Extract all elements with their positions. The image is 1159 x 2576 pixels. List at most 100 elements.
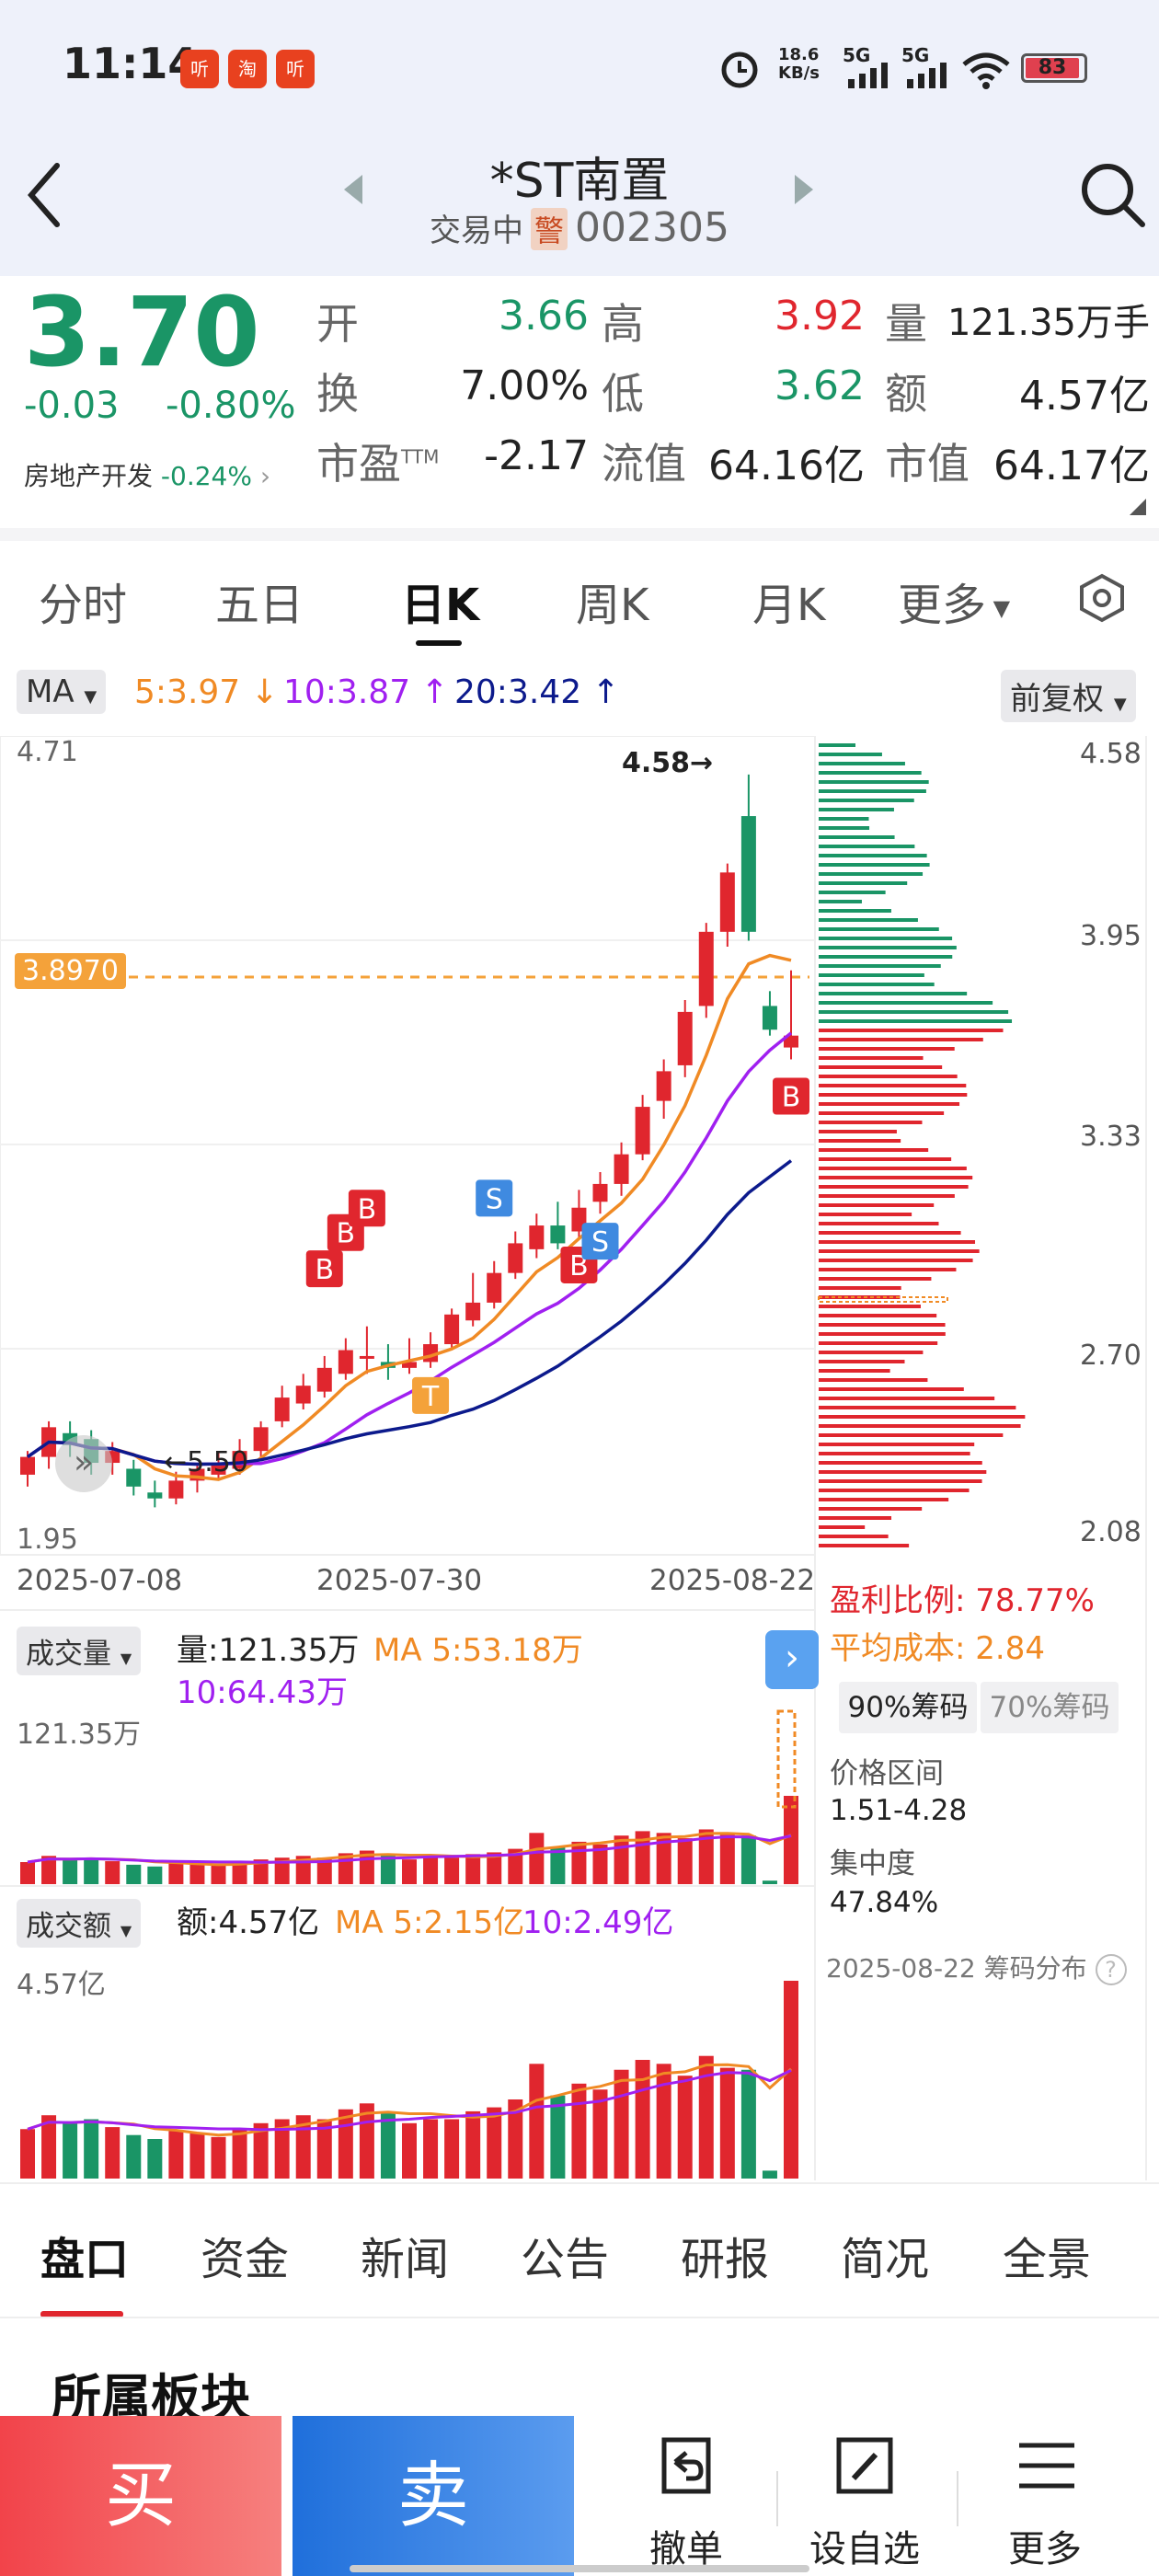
candle-body — [168, 1480, 184, 1499]
amount-ma-line — [27, 2069, 792, 2132]
stock-code: 002305 — [575, 204, 729, 251]
volume-bar — [126, 1864, 142, 1884]
stock-subtitle: 交易中警 002305 — [0, 204, 1159, 251]
volume-bar — [41, 1856, 57, 1884]
amount-bar — [168, 2131, 184, 2179]
volume-bar — [105, 1861, 120, 1884]
chip-bar — [819, 964, 941, 968]
chip-bar — [819, 1305, 921, 1308]
alarm-icon — [721, 52, 758, 88]
back-icon[interactable] — [24, 160, 64, 230]
tab-weekly-k[interactable]: 周K — [576, 580, 649, 631]
chip-bar — [819, 1056, 924, 1060]
chip-bar — [819, 872, 924, 876]
divider — [0, 528, 1159, 541]
undo-doc-icon — [661, 2437, 711, 2494]
buy-button[interactable]: 买 — [0, 2416, 281, 2576]
tab-announcements[interactable]: 公告 — [521, 2234, 610, 2285]
chip-bar — [819, 1084, 967, 1087]
pe-label: 市盈TTM — [316, 439, 440, 489]
amount-scale: 4.57亿 — [17, 1969, 106, 2001]
chip-bar — [819, 1111, 945, 1115]
chip-bar — [819, 1148, 929, 1152]
chip-70-tab[interactable]: 70%筹码 — [981, 1682, 1119, 1733]
chip-bar — [819, 1397, 995, 1400]
candle-body — [508, 1243, 523, 1273]
candle-body — [740, 816, 756, 932]
candle-body — [338, 1350, 353, 1374]
chip-bar — [819, 1424, 1021, 1428]
tab-intraday[interactable]: 分时 — [39, 580, 128, 631]
chip-bar — [819, 1341, 938, 1345]
dist-axis-label: 2.08 — [1080, 1516, 1142, 1548]
tab-five-day[interactable]: 五日 — [215, 580, 304, 631]
tab-indicator — [416, 640, 462, 646]
tab-daily-k[interactable]: 日K — [401, 580, 480, 631]
volume-highlight — [776, 1709, 797, 1809]
low-label: 低 — [602, 369, 644, 419]
sell-button[interactable]: 卖 — [293, 2416, 574, 2576]
range-value: 1.51-4.28 — [830, 1794, 968, 1827]
candle-body — [698, 931, 714, 1006]
chip-bar — [819, 826, 870, 830]
candle-body — [550, 1225, 566, 1244]
chip-bar — [819, 771, 922, 775]
candle-body — [126, 1468, 142, 1487]
collapse-panel-button[interactable]: › — [765, 1630, 819, 1689]
chip-bar — [819, 1332, 946, 1336]
more-button[interactable]: 更多 — [962, 2416, 1128, 2576]
amount-bar — [105, 2127, 120, 2179]
chip-bar — [819, 863, 930, 867]
chip-bar — [819, 1406, 1016, 1409]
chip-90-tab[interactable]: 90%筹码 — [839, 1682, 977, 1733]
y-bottom-label: 1.95 — [17, 1524, 78, 1556]
last-price: 3.70 — [24, 276, 260, 388]
chip-bar — [819, 1314, 937, 1317]
moving-average-line — [26, 1159, 793, 1466]
prev-stock-icon[interactable] — [342, 173, 364, 206]
amount-bar — [444, 2119, 460, 2179]
amount-bar — [84, 2119, 99, 2179]
menu-icon — [1019, 2443, 1074, 2489]
amount-bar — [423, 2119, 439, 2179]
amount-bar — [508, 2099, 523, 2179]
avg-cost-marker — [818, 1296, 948, 1303]
tab-overview[interactable]: 全景 — [1003, 2234, 1092, 2285]
cancel-order-button[interactable]: 撤单 — [603, 2416, 769, 2576]
stock-name: *ST南置 — [489, 154, 670, 209]
settings-hex-icon[interactable] — [1076, 572, 1128, 624]
chip-bar — [819, 1452, 970, 1455]
chip-bar — [819, 1268, 957, 1271]
y-top-label: 4.71 — [17, 736, 78, 768]
tab-more[interactable]: 更多 ▼ — [898, 580, 1011, 631]
volume-selector[interactable]: 成交量 ▼ — [17, 1627, 142, 1675]
tab-profile[interactable]: 简况 — [841, 2234, 930, 2285]
chip-bar — [819, 1213, 912, 1216]
moving-average-line — [26, 953, 792, 1481]
expand-arrows-icon[interactable]: » — [55, 1435, 112, 1492]
adjust-selector[interactable]: 前复权 ▼ — [1001, 670, 1136, 722]
chip-bar — [819, 1121, 923, 1124]
tab-orderbook[interactable]: 盘口 — [40, 2234, 130, 2285]
amount-bar — [316, 2119, 332, 2179]
candle-body — [316, 1367, 332, 1392]
trade-action-bar: 买 卖 撤单 设自选 更多 — [0, 2416, 1159, 2576]
amount-selector[interactable]: 成交额 ▼ — [17, 1899, 142, 1948]
ma-selector[interactable]: MA ▼ — [17, 670, 107, 714]
chip-bar — [819, 1461, 982, 1465]
expand-corner-icon[interactable] — [1128, 497, 1148, 517]
tab-news[interactable]: 新闻 — [361, 2234, 450, 2285]
tab-funds[interactable]: 资金 — [201, 2234, 290, 2285]
amount-bar — [63, 2122, 78, 2179]
tab-monthly-k[interactable]: 月K — [752, 580, 826, 631]
volume-bar — [274, 1857, 290, 1884]
search-icon[interactable] — [1078, 160, 1146, 228]
add-watchlist-button[interactable]: 设自选 — [782, 2416, 947, 2576]
chip-bar — [819, 854, 927, 857]
tab-research[interactable]: 研报 — [681, 2234, 770, 2285]
volume-bar — [168, 1862, 184, 1884]
sector-link[interactable]: 房地产开发 -0.24% › — [24, 461, 271, 491]
next-stock-icon[interactable] — [793, 173, 815, 206]
